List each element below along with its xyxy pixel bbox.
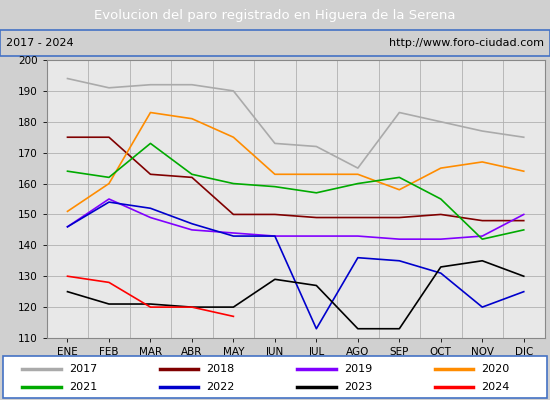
Text: 2023: 2023 (344, 382, 372, 392)
Text: 2017 - 2024: 2017 - 2024 (6, 38, 73, 48)
Text: http://www.foro-ciudad.com: http://www.foro-ciudad.com (389, 38, 544, 48)
Text: 2017: 2017 (69, 364, 97, 374)
Text: 2024: 2024 (481, 382, 510, 392)
Text: 2019: 2019 (344, 364, 372, 374)
Text: 2021: 2021 (69, 382, 97, 392)
Text: 2020: 2020 (481, 364, 509, 374)
Text: 2022: 2022 (206, 382, 235, 392)
Text: Evolucion del paro registrado en Higuera de la Serena: Evolucion del paro registrado en Higuera… (94, 8, 456, 22)
Text: 2018: 2018 (206, 364, 234, 374)
